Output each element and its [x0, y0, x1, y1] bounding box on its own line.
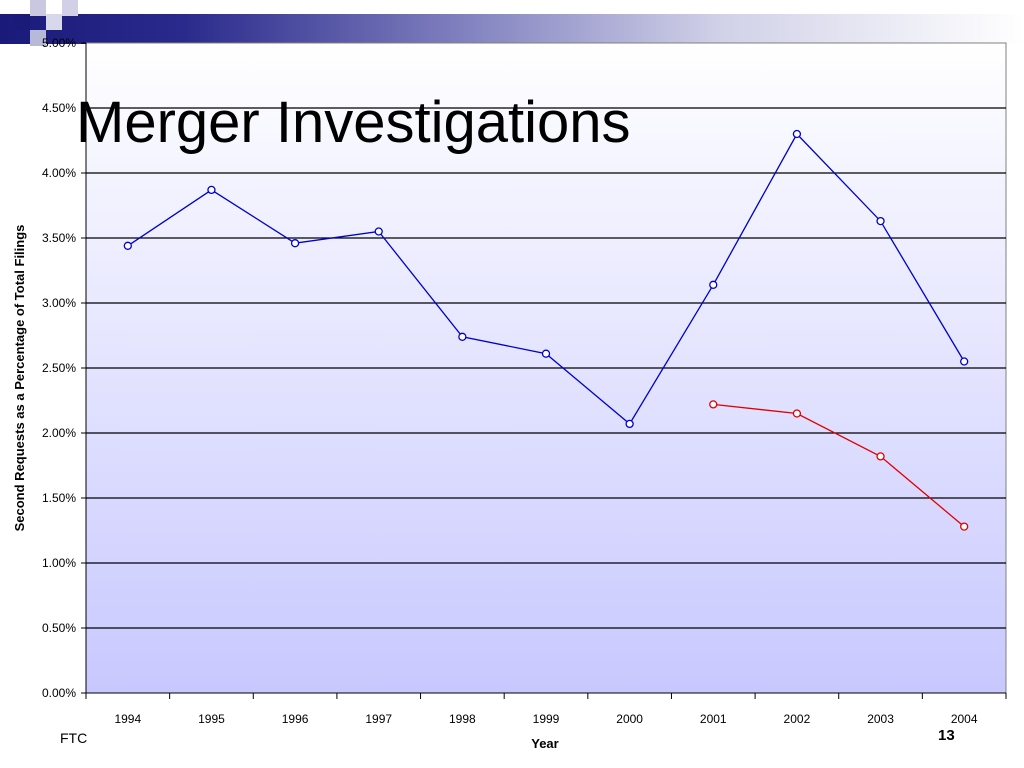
y-tick-label: 1.50%	[42, 491, 76, 505]
data-point	[625, 419, 634, 429]
y-tick-label: 2.50%	[42, 361, 76, 375]
x-axis-label: Year	[531, 736, 558, 751]
x-tick-label: 1995	[198, 712, 225, 726]
x-tick-label: 2000	[616, 712, 643, 726]
data-point	[709, 400, 718, 409]
data-point	[290, 239, 300, 248]
decorative-square	[30, 30, 46, 46]
y-tick-label: 1.00%	[42, 556, 76, 570]
x-tick-label: 1998	[449, 712, 476, 726]
data-point	[123, 241, 132, 250]
decorative-square	[30, 0, 46, 16]
data-point	[374, 227, 383, 236]
x-tick-label: 1994	[114, 712, 141, 726]
header-gradient-bar	[0, 14, 1024, 44]
data-point	[541, 349, 551, 358]
data-point	[792, 129, 802, 139]
gridlines	[86, 107, 1006, 629]
data-point	[876, 452, 885, 461]
data-point	[458, 332, 467, 341]
x-tick-label: 2004	[951, 712, 978, 726]
data-point	[876, 216, 885, 226]
y-tick-label: 3.50%	[42, 231, 76, 245]
y-tick-label: 5.00%	[42, 36, 76, 50]
data-point	[792, 409, 802, 418]
y-tick-label: 0.00%	[42, 686, 76, 700]
footer-label: FTC	[60, 730, 88, 746]
y-axis-label: Second Requests as a Percentage of Total…	[12, 225, 27, 532]
y-tick-label: 2.00%	[42, 426, 76, 440]
data-point	[207, 185, 216, 195]
series-lines	[123, 129, 969, 531]
x-tick-label: 1999	[533, 712, 560, 726]
y-tick-label: 3.00%	[42, 296, 76, 310]
y-tick-label: 4.00%	[42, 166, 76, 180]
data-point	[960, 357, 969, 366]
data-point	[960, 522, 969, 531]
data-point	[709, 280, 718, 289]
x-tick-label: 2002	[784, 712, 811, 726]
x-tick-label: 1997	[365, 712, 392, 726]
slide-title: Merger Investigations	[76, 90, 631, 155]
decorative-square	[14, 14, 30, 30]
series-line-2	[713, 403, 965, 528]
x-tick-label: 2003	[867, 712, 894, 726]
decorative-square	[46, 14, 62, 30]
x-tick-label: 1996	[282, 712, 309, 726]
decorative-square	[62, 0, 78, 16]
y-tick-label: 4.50%	[42, 101, 76, 115]
axes: 0.00% 0.50% 1.00% 1.50% 2.00% 2.50% 3.00% 3.50%…	[42, 36, 1007, 726]
x-tick-label: 2001	[700, 712, 727, 726]
page-number: 13	[938, 727, 955, 744]
y-tick-label: 0.50%	[42, 621, 76, 635]
